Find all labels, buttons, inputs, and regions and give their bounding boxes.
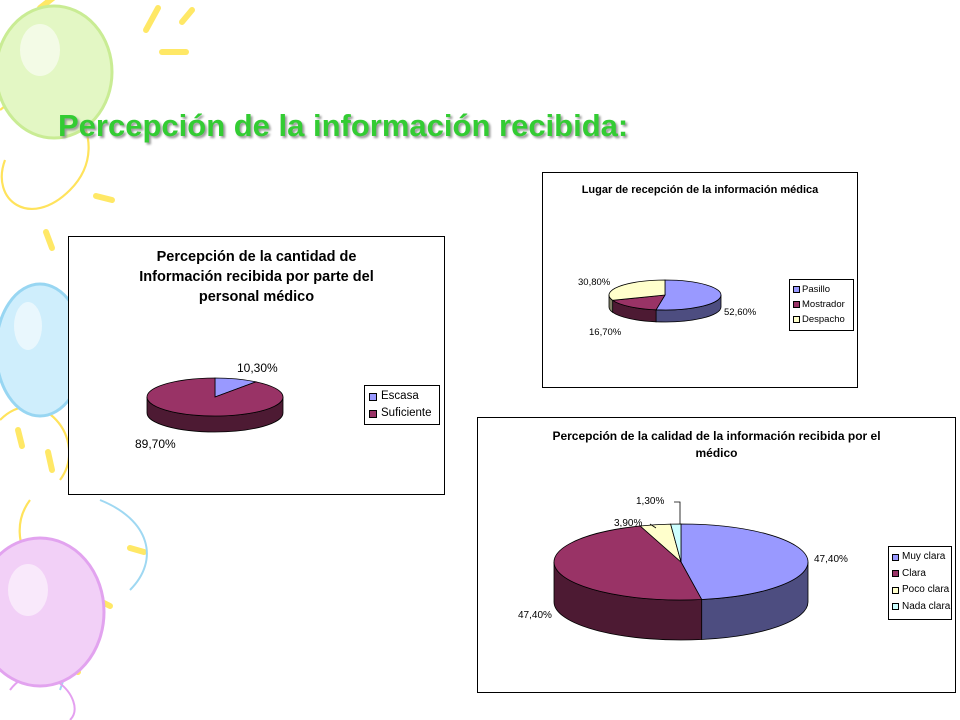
legend: Muy clara Clara Poco clara Nada clara — [888, 546, 952, 620]
data-label: 52,60% — [724, 307, 757, 318]
chart-calidad-informacion: Percepción de la calidad de la informaci… — [477, 417, 956, 693]
leader-line — [649, 523, 657, 529]
data-label: 89,70% — [135, 437, 176, 451]
legend-label: Despacho — [802, 314, 845, 325]
legend-entry: Pasillo — [793, 282, 850, 297]
legend-swatch — [793, 286, 800, 293]
chart-title: Percepción de la cantidad de Información… — [139, 249, 374, 305]
legend-label: Pasillo — [802, 284, 830, 295]
legend-swatch — [892, 553, 899, 561]
legend-swatch — [793, 301, 800, 308]
pie-slice-0 — [655, 279, 722, 311]
data-label: 47,40% — [814, 554, 848, 565]
legend: Pasillo Mostrador Despacho — [789, 279, 854, 331]
pie-slice-1 — [553, 525, 703, 601]
pie-plot — [146, 377, 284, 433]
legend-entry: Escasa — [369, 388, 435, 405]
data-label: 16,70% — [589, 327, 622, 338]
legend: Escasa Suficiente — [364, 385, 440, 425]
chart-title: Lugar de recepción de la información méd… — [581, 184, 819, 196]
pie-slice-2 — [608, 279, 666, 301]
legend-entry: Nada clara — [892, 599, 951, 616]
data-label: 10,30% — [237, 361, 278, 375]
pie-plot — [608, 279, 722, 323]
legend-label: Suficiente — [381, 407, 432, 419]
legend-label: Nada clara — [902, 600, 951, 612]
chart-cantidad-informacion: Percepción de la cantidad de Información… — [68, 236, 445, 495]
legend-label: Poco clara — [902, 584, 950, 595]
legend-entry: Despacho — [793, 312, 850, 327]
data-label: 1,30% — [636, 496, 665, 507]
data-label: 30,80% — [578, 277, 611, 288]
legend-swatch — [793, 316, 800, 323]
legend-swatch — [892, 586, 899, 594]
legend-swatch — [892, 603, 899, 611]
chart-lugar-recepcion: Lugar de recepción de la información méd… — [542, 172, 858, 388]
legend-label: Clara — [902, 567, 926, 579]
legend-entry: Muy clara — [892, 549, 948, 566]
legend-entry: Suficiente — [369, 405, 435, 422]
data-label: 47,40% — [518, 610, 552, 621]
pie-plot — [553, 501, 809, 641]
legend-label: Escasa — [381, 390, 419, 402]
legend-swatch — [369, 409, 377, 418]
legend-entry: Mostrador — [793, 297, 850, 312]
pie-slice-0 — [680, 523, 809, 600]
pie-slice-1 — [146, 377, 284, 417]
legend-entry: Poco clara — [892, 582, 950, 599]
pie-slice-1 — [611, 294, 666, 311]
legend-swatch — [369, 392, 377, 401]
legend-entry: Clara — [892, 566, 948, 583]
chart-title: Percepción de la calidad de la informaci… — [552, 429, 881, 460]
slide-title: Percepción de la información recibida: — [58, 108, 629, 143]
pie-slice-3 — [670, 523, 682, 563]
leader-line — [674, 501, 681, 524]
legend-label: Mostrador — [802, 299, 845, 310]
legend-swatch — [892, 570, 899, 578]
legend-label: Muy clara — [902, 551, 946, 562]
data-label: 3,90% — [614, 518, 643, 529]
